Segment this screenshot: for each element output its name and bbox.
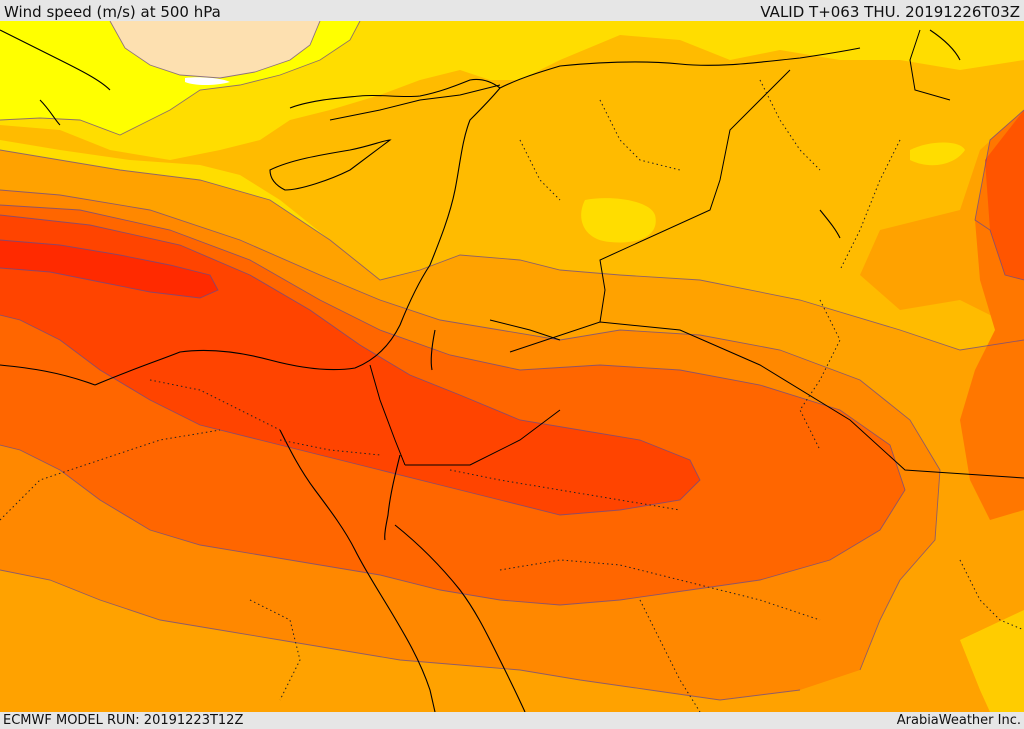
map-title: Wind speed (m/s) at 500 hPa <box>4 3 221 21</box>
band-gold-west <box>0 140 330 240</box>
band-gold-east <box>910 142 965 166</box>
internal-boundaries <box>0 79 1024 712</box>
band-white <box>185 77 230 85</box>
footer-bar: ECMWF MODEL RUN: 20191223T12Z ArabiaWeat… <box>0 712 1024 729</box>
coastlines <box>0 29 961 712</box>
credit: ArabiaWeather Inc. <box>896 713 1021 728</box>
band-gold-center <box>581 198 656 243</box>
contours <box>0 21 1024 701</box>
wind-speed-map <box>0 21 1024 712</box>
header-bar: Wind speed (m/s) at 500 hPa VALID T+063 … <box>0 0 1024 21</box>
band-se-gold <box>960 610 1024 712</box>
band-jet-core <box>0 240 218 298</box>
borders <box>329 29 1024 479</box>
model-run: ECMWF MODEL RUN: 20191223T12Z <box>3 713 244 728</box>
valid-time: VALID T+063 THU. 20191226T03Z <box>760 3 1020 21</box>
band-dark-orange-ne <box>985 110 1024 280</box>
band-pale <box>110 21 320 78</box>
